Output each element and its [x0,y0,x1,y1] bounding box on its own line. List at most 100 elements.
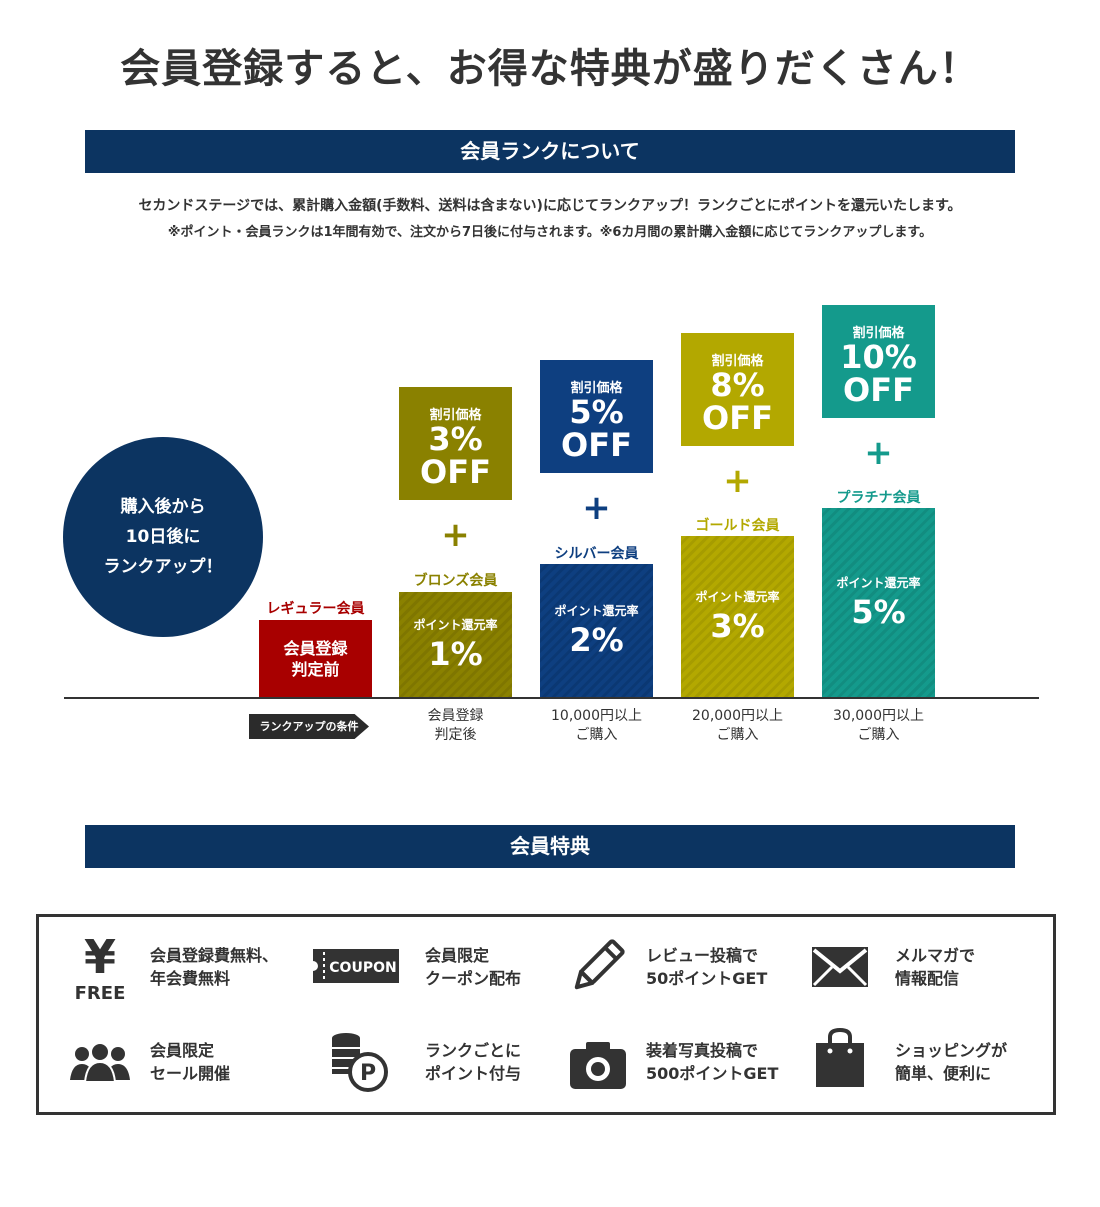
benefit-line: 簡単、便利に [895,1064,992,1083]
benefit-line: 500ポイントGET [646,1064,779,1083]
point-bar-platinum: ポイント還元率 5% [822,508,935,698]
benefit-line: 会員登録費無料、 [150,946,279,965]
point-bar-gold: ポイント還元率 3% [681,536,794,698]
rankup-timing-circle: 購入後から 10日後に ランクアップ！ [63,437,263,637]
benefit-line: 50ポイントGET [646,969,768,988]
circle-line-3: ランクアップ！ [103,557,223,577]
benefit-item-mailmag: メルマガで 情報配信 [895,944,975,990]
condition-line: 20,000円以上 [692,708,783,724]
benefit-line: 会員限定 [425,946,490,965]
rank-intro-line-1: セカンドステージでは、累計購入金額(手数料、送料は含まない)に応じてランクアップ… [138,198,962,214]
condition-line: ご購入 [716,727,759,743]
rank-intro-line-2: ※ポイント・会員ランクは1年間有効で、注文から7日後に付与されます。※6カ月間の… [167,225,933,240]
benefit-item-shopping: ショッピングが 簡単、便利に [895,1039,1007,1085]
benefit-item-free: 会員登録費無料、 年会費無料 [150,944,278,990]
benefit-item-sale: 会員限定 セール開催 [150,1039,230,1085]
condition-line: 10,000円以上 [551,708,642,724]
point-value: 1% [428,634,483,673]
circle-line-1: 購入後から [120,497,206,517]
discount-label: 割引価格 [711,354,764,369]
benefit-item-rank-points: ランクごとに ポイント付与 [425,1039,521,1085]
rank-name-platinum: プラチナ会員 [836,490,921,506]
benefit-line: 情報配信 [895,969,960,988]
benefit-line: 会員限定 [150,1041,215,1060]
discount-value: 5% [569,393,624,431]
point-label: ポイント還元率 [413,617,498,632]
discount-card-platinum: 割引価格 10% OFF [822,305,935,418]
benefits-section-header: 会員特典 [85,825,1015,868]
discount-card-gold: 割引価格 8% OFF [681,333,794,446]
rankup-condition-label: ランクアップの条件 [249,714,369,739]
plus-icon: + [723,461,752,501]
benefit-item-coupon: 会員限定 クーポン配布 [425,944,521,990]
free-icon-text: FREE [75,983,126,1003]
condition-line: 判定後 [434,727,477,743]
discount-value: 8% [710,366,765,404]
condition-line: 30,000円以上 [833,708,924,724]
condition-platinum: 30,000円以上 ご購入 [822,707,935,745]
benefit-item-photo: 装着写真投稿で 500ポイントGET [646,1039,778,1085]
benefit-line: 年会費無料 [150,969,231,988]
point-label: ポイント還元率 [695,589,780,604]
condition-gold: 20,000円以上 ご購入 [681,707,794,745]
yen-free-icon: ¥ FREE [68,931,132,1003]
rank-name-silver: シルバー会員 [554,546,639,562]
discount-off: OFF [702,399,773,437]
page-title: 会員登録すると、お得な特典が盛りだくさん！ [120,46,980,92]
benefit-line: メルマガで [895,946,976,965]
point-bar-silver: ポイント還元率 2% [540,564,653,698]
discount-value: 3% [428,420,483,458]
mail-icon [808,935,872,999]
condition-bronze: 会員登録 判定後 [399,707,512,745]
pencil-icon [566,934,630,998]
discount-label: 割引価格 [570,381,623,396]
point-bar-bronze: ポイント還元率 1% [399,592,512,698]
rank-name-bronze: ブロンズ会員 [413,573,498,589]
benefit-line: レビュー投稿で [646,946,759,965]
discount-value: 10% [840,338,917,376]
regular-bar-line-2: 判定前 [291,660,340,679]
people-icon [68,1030,132,1094]
coupon-icon: COUPON [312,934,400,998]
point-value: 3% [710,606,765,645]
condition-line: ご購入 [857,727,900,743]
point-value: 5% [851,592,906,631]
benefit-line: クーポン配布 [425,969,522,988]
discount-off: OFF [420,453,491,491]
point-label: ポイント還元率 [836,575,921,590]
benefit-item-review: レビュー投稿で 50ポイントGET [646,944,767,990]
svg-text:¥: ¥ [84,931,116,984]
condition-silver: 10,000円以上 ご購入 [540,707,653,745]
rank-name-regular: レギュラー会員 [266,601,365,617]
discount-card-silver: 割引価格 5% OFF [540,360,653,473]
discount-off: OFF [561,426,632,464]
benefit-line: ショッピングが [895,1041,1008,1060]
discount-off: OFF [843,371,914,409]
point-value: 2% [569,620,624,659]
camera-icon [566,1032,630,1096]
point-label: ポイント還元率 [554,603,639,618]
svg-text:P: P [360,1061,376,1086]
benefit-line: セール開催 [150,1064,231,1083]
benefit-line: ランクごとに [425,1041,522,1060]
circle-line-2: 10日後に [125,527,201,547]
shopping-bag-icon [808,1026,872,1090]
benefit-line: 装着写真投稿で [646,1041,759,1060]
rank-name-gold: ゴールド会員 [695,518,780,534]
rank-section-header: 会員ランクについて [85,130,1015,173]
discount-card-bronze: 割引価格 3% OFF [399,387,512,500]
discount-label: 割引価格 [852,326,905,341]
benefit-line: ポイント付与 [425,1064,522,1083]
coupon-icon-text: COUPON [329,960,396,976]
coins-point-icon: P [326,1030,390,1094]
condition-line: 会員登録 [427,708,484,724]
rank-bar-regular: 会員登録 判定前 [259,620,372,698]
discount-label: 割引価格 [429,408,482,423]
plus-icon: + [864,433,893,473]
plus-icon: + [441,515,470,555]
regular-bar-line-1: 会員登録 [283,639,348,658]
chart-baseline [64,697,1039,699]
condition-line: ご購入 [575,727,618,743]
plus-icon: + [582,488,611,528]
benefits-box [36,914,1056,1115]
